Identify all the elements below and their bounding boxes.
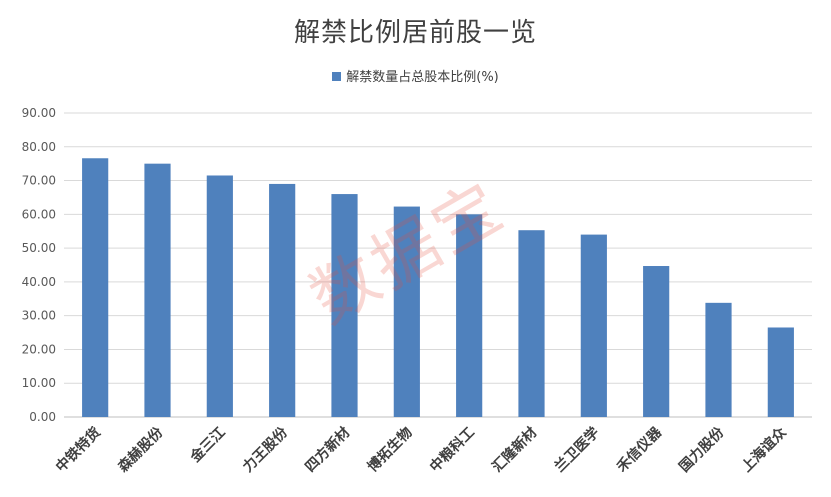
- x-tick-label: 力王股份: [239, 423, 291, 475]
- bar: [518, 230, 545, 417]
- bar: [580, 234, 607, 417]
- y-tick-label: 10.00: [22, 376, 56, 390]
- bar: [393, 206, 420, 417]
- chart-title: 解禁比例居前股一览: [293, 18, 537, 48]
- bar: [643, 266, 670, 417]
- x-tick-label: 禾信仪器: [613, 423, 665, 475]
- legend-label: 解禁数量占总股本比例(%): [346, 70, 499, 85]
- bar: [269, 183, 296, 417]
- y-tick-label: 50.00: [22, 241, 56, 255]
- x-tick-label: 中粮科工: [426, 424, 478, 476]
- x-tick-label: 汇隆新材: [489, 424, 541, 476]
- x-tick-label: 四方新材: [302, 424, 354, 476]
- bar: [82, 158, 109, 418]
- x-tick-label: 金三江: [186, 424, 228, 466]
- y-tick-label: 0.00: [29, 410, 56, 424]
- x-tick-label: 上海谊众: [738, 424, 790, 476]
- x-tick-label: 中铁特货: [52, 424, 104, 476]
- legend-swatch: [332, 72, 342, 81]
- y-tick-label: 70.00: [22, 174, 56, 188]
- x-tick-label: 博拓生物: [364, 424, 416, 476]
- bar: [144, 163, 171, 417]
- y-tick-label: 80.00: [22, 140, 56, 154]
- bar: [456, 214, 483, 417]
- legend: 解禁数量占总股本比例(%): [0, 66, 831, 85]
- bar: [331, 194, 358, 417]
- y-tick-label: 90.00: [22, 106, 56, 120]
- x-tick-label: 国力股份: [676, 423, 728, 475]
- bar: [767, 327, 794, 417]
- x-tick-label: 兰卫医学: [551, 424, 603, 476]
- y-tick-label: 40.00: [22, 275, 56, 289]
- y-tick-label: 60.00: [22, 207, 56, 221]
- bar: [705, 302, 732, 417]
- y-tick-label: 30.00: [22, 309, 56, 323]
- bar: [206, 175, 233, 417]
- y-tick-label: 20.00: [22, 342, 56, 356]
- x-tick-label: 森赫股份: [115, 423, 167, 475]
